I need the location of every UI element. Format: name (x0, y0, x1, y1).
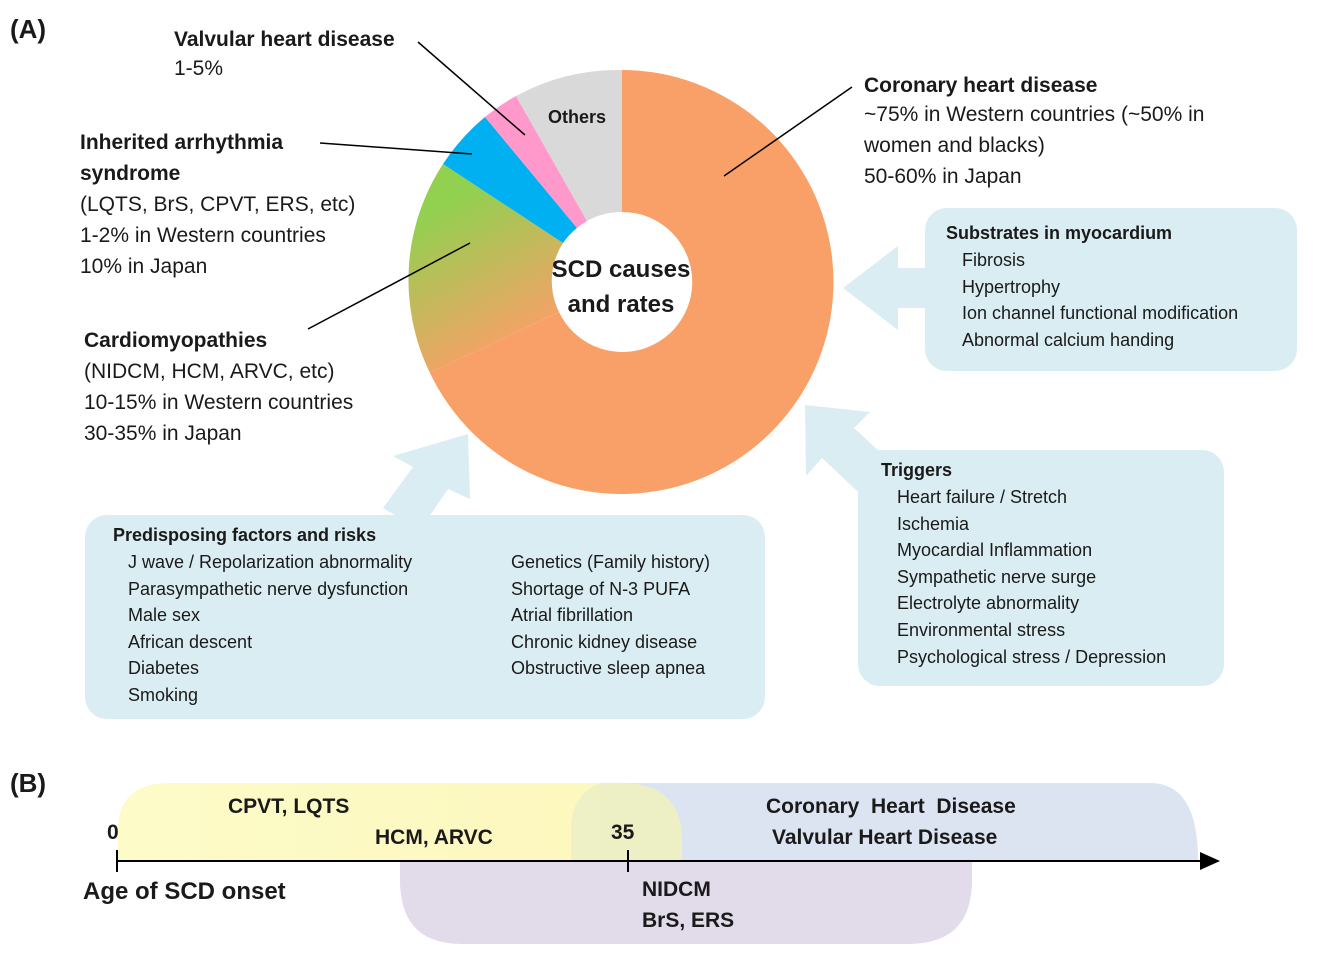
substrates-box: Substrates in myocardium Fibrosis Hypert… (925, 208, 1297, 371)
cardiomyopathies-line-1: (NIDCM, HCM, ARVC, etc) (84, 360, 335, 383)
center-title-line-1: SCD causes (551, 256, 691, 283)
segment-others (516, 69, 622, 222)
inherited-line-1: (LQTS, BrS, CPVT, ERS, etc) (80, 193, 356, 216)
predisposing-box: Predisposing factors and risks J wave / … (85, 515, 765, 719)
segment-cardiomyopathies (408, 164, 563, 373)
young-label-2: HCM, ARVC (375, 826, 493, 849)
predisposing-item: J wave / Repolarization abnormality (128, 552, 413, 572)
substrates-item: Ion channel functional modification (962, 303, 1239, 324)
predisposing-item: Shortage of N-3 PUFA (511, 578, 691, 599)
substrates-list: Fibrosis Hypertrophy Ion channel functio… (962, 247, 1238, 353)
coronary-title: Coronary heart disease (864, 74, 1098, 97)
valvular-rate: 1-5% (174, 57, 224, 80)
triggers-item: Sympathetic nerve surge (897, 566, 1097, 587)
panel-a-label: (A) (10, 14, 47, 44)
tick-35-label: 35 (611, 821, 635, 844)
coronary-line-3: 50-60% in Japan (864, 165, 1022, 188)
donut-center-title: SCD causes and rates (532, 252, 710, 322)
middle-label-2: BrS, ERS (642, 909, 735, 932)
triggers-title: Triggers (881, 460, 953, 480)
inherited-line-2: 1-2% in Western countries (80, 224, 326, 247)
triggers-list: Heart failure / Stretch Ischemia Myocard… (897, 484, 1166, 670)
middle-label-1: NIDCM (642, 878, 711, 901)
predisposing-item: Diabetes (128, 658, 200, 679)
cardiomyopathies-annotation: Cardiomyopathies (NIDCM, HCM, ARVC, etc)… (84, 325, 353, 449)
center-title-line-2: and rates (567, 291, 675, 318)
predisposing-item: Atrial fibrillation (511, 605, 634, 626)
substrates-title: Substrates in myocardium (946, 223, 1173, 243)
segment-valvular (485, 96, 587, 228)
segment-inherited (443, 117, 577, 243)
leader-valvular (417, 41, 526, 136)
triggers-item: Environmental stress (897, 619, 1066, 640)
timeline-arrowhead (1200, 852, 1220, 870)
triggers-item: Ischemia (897, 513, 970, 534)
predisposing-item: Smoking (128, 684, 199, 705)
middle-band (400, 860, 972, 944)
axis-title: Age of SCD onset (83, 878, 286, 905)
predisposing-col-2: Genetics (Family history) Shortage of N-… (511, 549, 710, 682)
triggers-item: Myocardial Inflammation (897, 540, 1093, 561)
others-label: Others (548, 107, 606, 127)
young-band (118, 783, 682, 860)
triggers-box: Triggers Heart failure / Stretch Ischemi… (858, 450, 1224, 686)
panel-b-label: (B) (10, 768, 47, 798)
inherited-line-3: 10% in Japan (80, 255, 208, 278)
leader-inherited (319, 142, 473, 155)
substrates-item: Hypertrophy (962, 276, 1061, 297)
inherited-title-line-2: syndrome (80, 162, 181, 185)
triggers-item: Psychological stress / Depression (897, 646, 1167, 667)
coronary-line-1: ~75% in Western countries (~50% in (864, 103, 1205, 126)
older-label-2: Valvular Heart Disease (772, 826, 998, 849)
tick-0-label: 0 (107, 821, 119, 844)
inherited-title-line-1: Inherited arrhythmia (80, 131, 284, 154)
predisposing-item: Genetics (Family history) (511, 552, 711, 572)
coronary-line-2: women and blacks) (864, 134, 1045, 157)
triggers-item: Electrolyte abnormality (897, 593, 1080, 614)
older-band (600, 783, 1198, 860)
predisposing-title: Predisposing factors and risks (113, 525, 377, 545)
predisposing-item: Parasympathetic nerve dysfunction (128, 578, 409, 599)
inherited-annotation: Inherited arrhythmia syndrome (LQTS, BrS… (80, 127, 355, 282)
predisposing-item: African descent (128, 631, 253, 652)
predisposing-item: Obstructive sleep apnea (511, 658, 706, 679)
older-label-1: Coronary Heart Disease (766, 795, 1016, 818)
cardiomyopathies-line-3: 30-35% in Japan (84, 422, 242, 445)
overlap-zone (571, 783, 682, 860)
predisposing-arrow (383, 434, 470, 530)
valvular-annotation: Valvular heart disease 1-5% (174, 26, 395, 84)
cardiomyopathies-line-2: 10-15% in Western countries (84, 391, 354, 414)
young-label-1: CPVT, LQTS (228, 795, 350, 818)
cardiomyopathies-title: Cardiomyopathies (84, 329, 268, 352)
substrates-arrow (843, 246, 932, 330)
predisposing-col-1: J wave / Repolarization abnormality Para… (128, 549, 412, 709)
substrates-item: Fibrosis (962, 250, 1026, 270)
predisposing-item: Male sex (128, 605, 201, 626)
leader-cardiomyopathies (307, 242, 471, 330)
leader-coronary (723, 86, 853, 177)
triggers-item: Heart failure / Stretch (897, 487, 1068, 507)
valvular-title: Valvular heart disease (174, 28, 395, 51)
predisposing-item: Chronic kidney disease (511, 631, 698, 652)
segment-coronary (430, 70, 834, 494)
substrates-item: Abnormal calcium handing (962, 329, 1175, 350)
coronary-annotation: Coronary heart disease ~75% in Western c… (864, 72, 1204, 192)
